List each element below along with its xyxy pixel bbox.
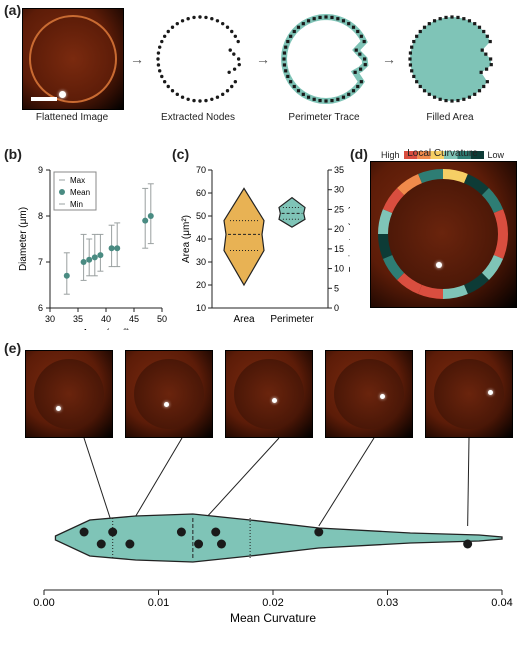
panel-d: High Low Local Curvature — [370, 150, 515, 308]
svg-text:45: 45 — [129, 314, 139, 324]
svg-text:35: 35 — [334, 165, 344, 175]
svg-text:Area (μm²): Area (μm²) — [82, 328, 130, 330]
svg-text:30: 30 — [334, 185, 344, 195]
curvature-ring — [371, 162, 516, 307]
svg-text:Area: Area — [233, 314, 255, 325]
cbar-high: High — [381, 150, 400, 160]
svg-text:Max: Max — [70, 176, 85, 185]
svg-text:7: 7 — [38, 257, 43, 267]
panel-e: 0.00 0.01 0.02 0.03 0.04 Mean Curvature — [24, 350, 514, 628]
svg-text:8: 8 — [38, 211, 43, 221]
stage-label: Extracted Nodes — [148, 112, 248, 123]
svg-text:40: 40 — [101, 314, 111, 324]
svg-text:20: 20 — [196, 280, 206, 290]
stage-perimeter — [276, 9, 376, 109]
stage-filled — [402, 9, 502, 109]
svg-text:30: 30 — [45, 314, 55, 324]
thumb-2 — [225, 350, 313, 438]
panel-b-chart: 30 35 40 45 50 6 7 8 9 Area (μm²) Diameter (μm) Max… — [16, 150, 171, 330]
svg-text:25: 25 — [334, 204, 344, 214]
svg-text:0.02: 0.02 — [262, 597, 283, 609]
svg-text:0.03: 0.03 — [377, 597, 398, 609]
svg-text:30: 30 — [196, 257, 206, 267]
svg-text:9: 9 — [38, 165, 43, 175]
stage-label: Filled Area — [400, 112, 500, 123]
svg-text:10: 10 — [196, 303, 206, 313]
svg-text:35: 35 — [73, 314, 83, 324]
thumb-3 — [325, 350, 413, 438]
svg-text:70: 70 — [196, 165, 206, 175]
stage-nodes — [150, 9, 250, 109]
panel-d-label: (d) — [350, 146, 368, 162]
arrow-icon: → — [256, 51, 270, 67]
svg-text:60: 60 — [196, 188, 206, 198]
svg-text:Min: Min — [70, 200, 83, 209]
svg-text:6: 6 — [38, 303, 43, 313]
svg-text:0.01: 0.01 — [148, 597, 169, 609]
svg-text:5: 5 — [334, 283, 339, 293]
arrow-icon: → — [382, 51, 396, 67]
svg-text:0.04: 0.04 — [491, 597, 512, 609]
svg-text:Mean Curvature: Mean Curvature — [230, 611, 316, 625]
stage-flattened — [22, 8, 124, 110]
cbar-low: Low — [488, 150, 505, 160]
svg-text:Mean: Mean — [70, 188, 90, 197]
panel-a-labels: Flattened Image Extracted Nodes Perimete… — [22, 112, 512, 123]
svg-text:Diameter (μm): Diameter (μm) — [18, 207, 29, 271]
panel-c-chart: 10 20 30 40 50 60 70 0 5 10 15 20 25 30 35 Area (μm²) Pe… — [180, 150, 350, 330]
svg-text:10: 10 — [334, 264, 344, 274]
svg-text:0.00: 0.00 — [33, 597, 54, 609]
svg-text:0: 0 — [334, 303, 339, 313]
thumb-4 — [425, 350, 513, 438]
stage-label: Perimeter Trace — [274, 112, 374, 123]
stage-label: Flattened Image — [22, 112, 122, 123]
svg-text:20: 20 — [334, 224, 344, 234]
panel-e-chart: 0.00 0.01 0.02 0.03 0.04 Mean Curvature — [24, 438, 514, 628]
thumb-1 — [125, 350, 213, 438]
svg-text:50: 50 — [157, 314, 167, 324]
svg-text:Perimeter (μm): Perimeter (μm) — [348, 206, 350, 273]
panel-a-label: (a) — [4, 2, 21, 18]
svg-text:40: 40 — [196, 234, 206, 244]
arrow-icon: → — [130, 51, 144, 67]
svg-text:Area (μm²): Area (μm²) — [181, 215, 192, 263]
svg-text:Perimeter: Perimeter — [270, 314, 314, 325]
panel-a: → → → — [22, 8, 512, 110]
svg-text:15: 15 — [334, 244, 344, 254]
panel-e-label: (e) — [4, 340, 21, 356]
svg-text:50: 50 — [196, 211, 206, 221]
thumb-0 — [25, 350, 113, 438]
